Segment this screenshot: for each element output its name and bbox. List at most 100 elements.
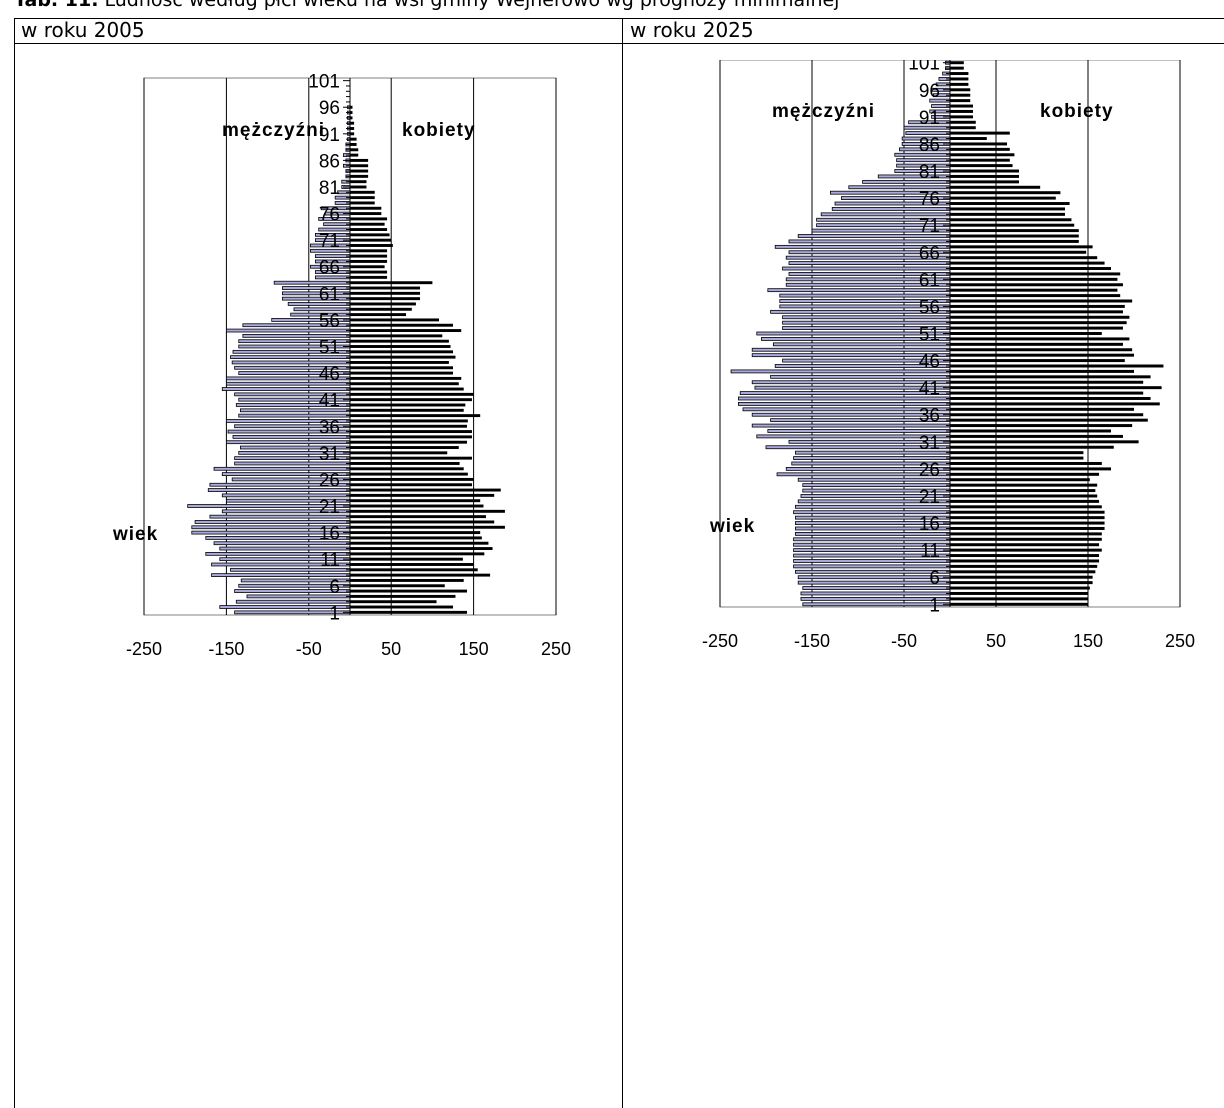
bar-female bbox=[350, 563, 474, 566]
bar-female bbox=[350, 408, 464, 412]
bar-female bbox=[350, 467, 464, 471]
bar-female bbox=[350, 451, 448, 455]
bar-female bbox=[350, 600, 437, 604]
age-tick-label: 71 bbox=[919, 216, 940, 237]
bar-female bbox=[350, 403, 466, 407]
bar-female bbox=[950, 467, 1111, 471]
column-title-2005: w roku 2005 bbox=[21, 18, 145, 42]
bar-female bbox=[950, 147, 1010, 151]
bar-female bbox=[950, 142, 1008, 146]
bar-male bbox=[797, 580, 951, 585]
bar-female bbox=[950, 472, 1100, 476]
bar-female bbox=[350, 435, 472, 439]
age-tick-label: 16 bbox=[319, 524, 340, 545]
bar-female bbox=[350, 557, 463, 561]
bar-female bbox=[350, 446, 459, 449]
bar-female bbox=[350, 456, 472, 460]
bar-female bbox=[950, 510, 1105, 514]
legend-male-label: mężczyźni bbox=[772, 101, 875, 122]
bar-female bbox=[350, 244, 393, 247]
x-tick-label: -50 bbox=[296, 639, 322, 659]
y-axis-label: wiek bbox=[709, 516, 755, 537]
bar-female bbox=[950, 434, 1123, 438]
bar-female bbox=[950, 304, 1125, 308]
x-tick-label: 150 bbox=[1073, 631, 1103, 651]
bar-female bbox=[950, 294, 1121, 298]
bar-female bbox=[350, 116, 353, 120]
bar-female bbox=[350, 387, 464, 391]
bar-female bbox=[350, 536, 482, 540]
x-tick-label: 50 bbox=[381, 639, 401, 659]
bar-female bbox=[350, 196, 375, 200]
age-tick-label: 76 bbox=[319, 205, 340, 226]
bar-female bbox=[950, 93, 971, 97]
bar-female bbox=[350, 376, 462, 380]
bar-female bbox=[350, 270, 388, 274]
age-tick-label: 101 bbox=[908, 60, 940, 75]
bar-female bbox=[350, 382, 459, 386]
bar-female bbox=[950, 153, 1015, 157]
bar-female bbox=[350, 392, 474, 396]
x-tick-label: 250 bbox=[1165, 631, 1195, 651]
bar-female bbox=[950, 109, 973, 113]
bar-female bbox=[350, 297, 421, 301]
age-tick-label: 61 bbox=[919, 270, 940, 291]
bar-female bbox=[350, 547, 493, 551]
age-tick-label: 91 bbox=[919, 108, 940, 129]
bar-female bbox=[350, 206, 382, 210]
age-tick-label: 51 bbox=[319, 338, 340, 359]
bar-female bbox=[950, 499, 1100, 503]
bar-female bbox=[950, 591, 1088, 595]
bar-female bbox=[350, 462, 460, 465]
bar-male bbox=[800, 591, 951, 596]
bar-female bbox=[950, 451, 1084, 455]
bar-female bbox=[350, 589, 468, 593]
bar-female bbox=[950, 440, 1139, 444]
bar-female bbox=[950, 66, 964, 70]
bar-female bbox=[950, 261, 1105, 265]
bar-female bbox=[950, 532, 1102, 536]
bar-female bbox=[350, 472, 468, 476]
bar-female bbox=[950, 332, 1102, 335]
bar-female bbox=[950, 554, 1100, 558]
age-tick-label: 41 bbox=[319, 391, 340, 412]
bar-female bbox=[350, 350, 453, 354]
bar-female bbox=[350, 142, 357, 146]
bar-female bbox=[350, 105, 353, 109]
bar-female bbox=[950, 489, 1096, 493]
bar-female bbox=[950, 202, 1070, 206]
bar-male bbox=[797, 575, 951, 580]
bar-female bbox=[350, 318, 439, 322]
table-frame bbox=[14, 18, 1224, 1108]
bar-male bbox=[793, 564, 951, 569]
bar-female bbox=[950, 207, 1065, 211]
x-tick-label: 50 bbox=[986, 631, 1006, 651]
bar-female bbox=[950, 229, 1079, 233]
bar-female bbox=[950, 72, 969, 76]
bar-female bbox=[350, 578, 464, 582]
age-tick-label: 21 bbox=[919, 487, 940, 508]
bar-female bbox=[350, 493, 495, 497]
bar-female bbox=[350, 360, 449, 364]
bar-female bbox=[950, 424, 1133, 428]
bar-female bbox=[350, 440, 468, 444]
bar-female bbox=[350, 499, 481, 503]
bar-female bbox=[950, 180, 1019, 184]
bar-female bbox=[350, 520, 495, 524]
bar-female bbox=[950, 581, 1093, 585]
header-divider bbox=[14, 43, 1224, 44]
bar-female bbox=[950, 131, 1010, 135]
x-tick-label: 250 bbox=[541, 639, 571, 659]
bar-female bbox=[350, 323, 453, 327]
bar-female bbox=[350, 483, 472, 487]
bar-female bbox=[350, 291, 421, 295]
bar-female bbox=[350, 169, 369, 173]
bar-female bbox=[350, 610, 468, 614]
age-tick-label: 6 bbox=[329, 577, 340, 598]
bar-female bbox=[350, 281, 433, 285]
age-tick-label: 101 bbox=[308, 72, 340, 93]
bar-female bbox=[950, 99, 971, 103]
bar-female bbox=[950, 375, 1151, 379]
bar-female bbox=[350, 334, 443, 338]
population-pyramid-2025: 1611162126313641465156616671768186919610… bbox=[702, 60, 1195, 651]
